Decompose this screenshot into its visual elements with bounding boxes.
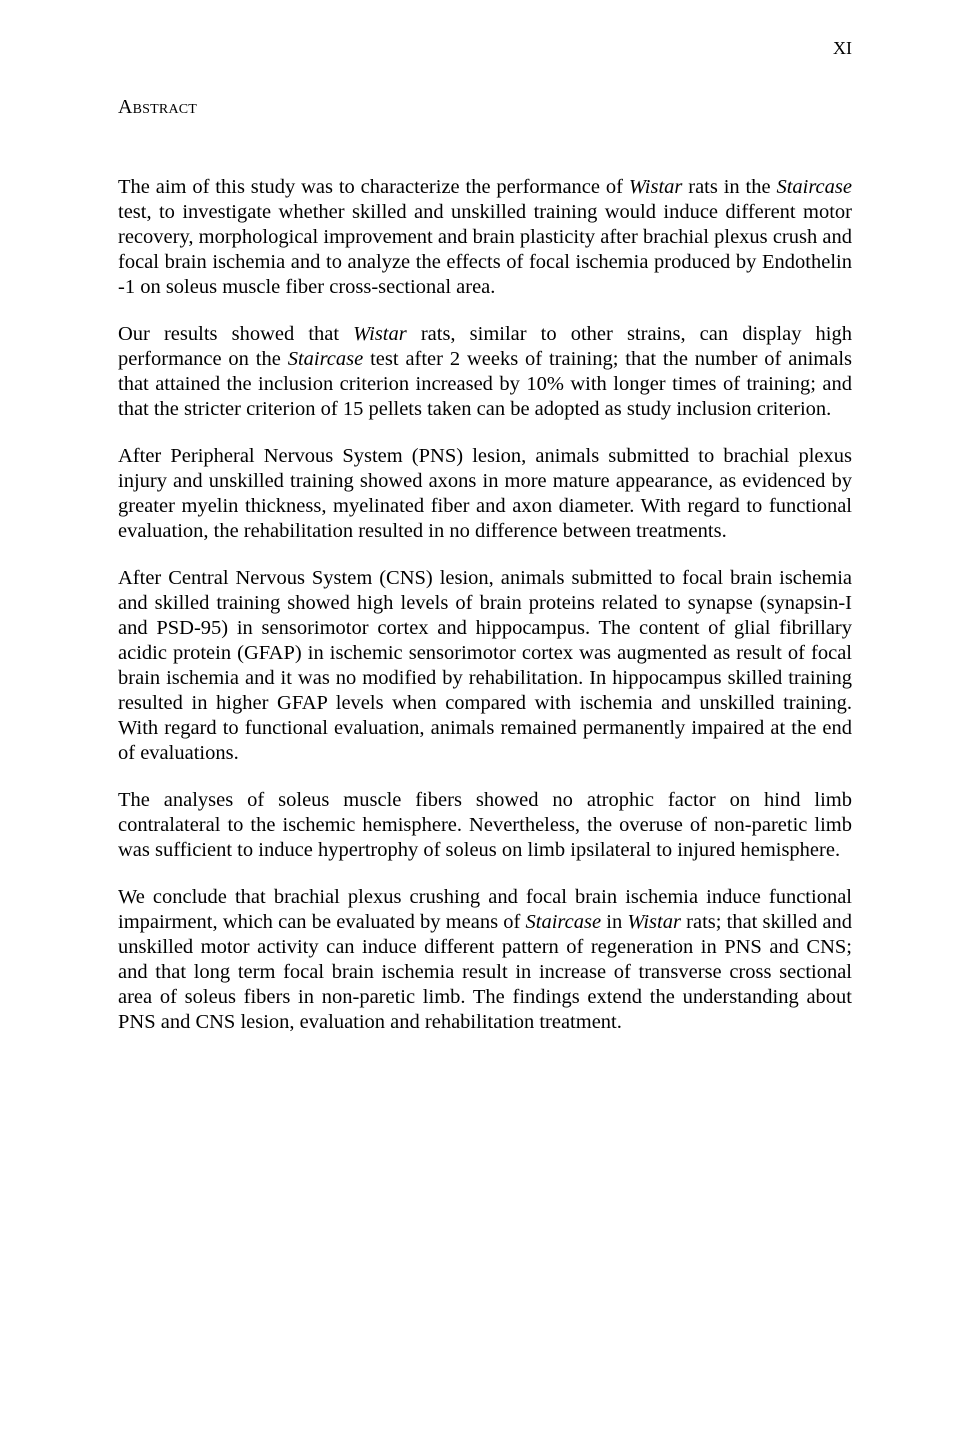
page-number: XI [833, 38, 852, 59]
italic-term: Wistar [353, 323, 407, 345]
italic-term: Wistar [629, 176, 683, 198]
abstract-paragraph-2: Our results showed that Wistar rats, sim… [118, 322, 852, 422]
italic-term: Staircase [526, 911, 602, 933]
abstract-paragraph-4: After Central Nervous System (CNS) lesio… [118, 566, 852, 766]
abstract-paragraph-5: The analyses of soleus muscle fibers sho… [118, 788, 852, 863]
abstract-paragraph-3: After Peripheral Nervous System (PNS) le… [118, 444, 852, 544]
abstract-paragraph-1: The aim of this study was to characteriz… [118, 175, 852, 300]
italic-term: Staircase [776, 176, 852, 198]
abstract-heading: Abstract [118, 96, 852, 119]
italic-term: Staircase [288, 348, 364, 370]
italic-term: Wistar [627, 911, 681, 933]
abstract-paragraph-6: We conclude that brachial plexus crushin… [118, 885, 852, 1035]
document-page: XI Abstract The aim of this study was to… [0, 0, 960, 1436]
